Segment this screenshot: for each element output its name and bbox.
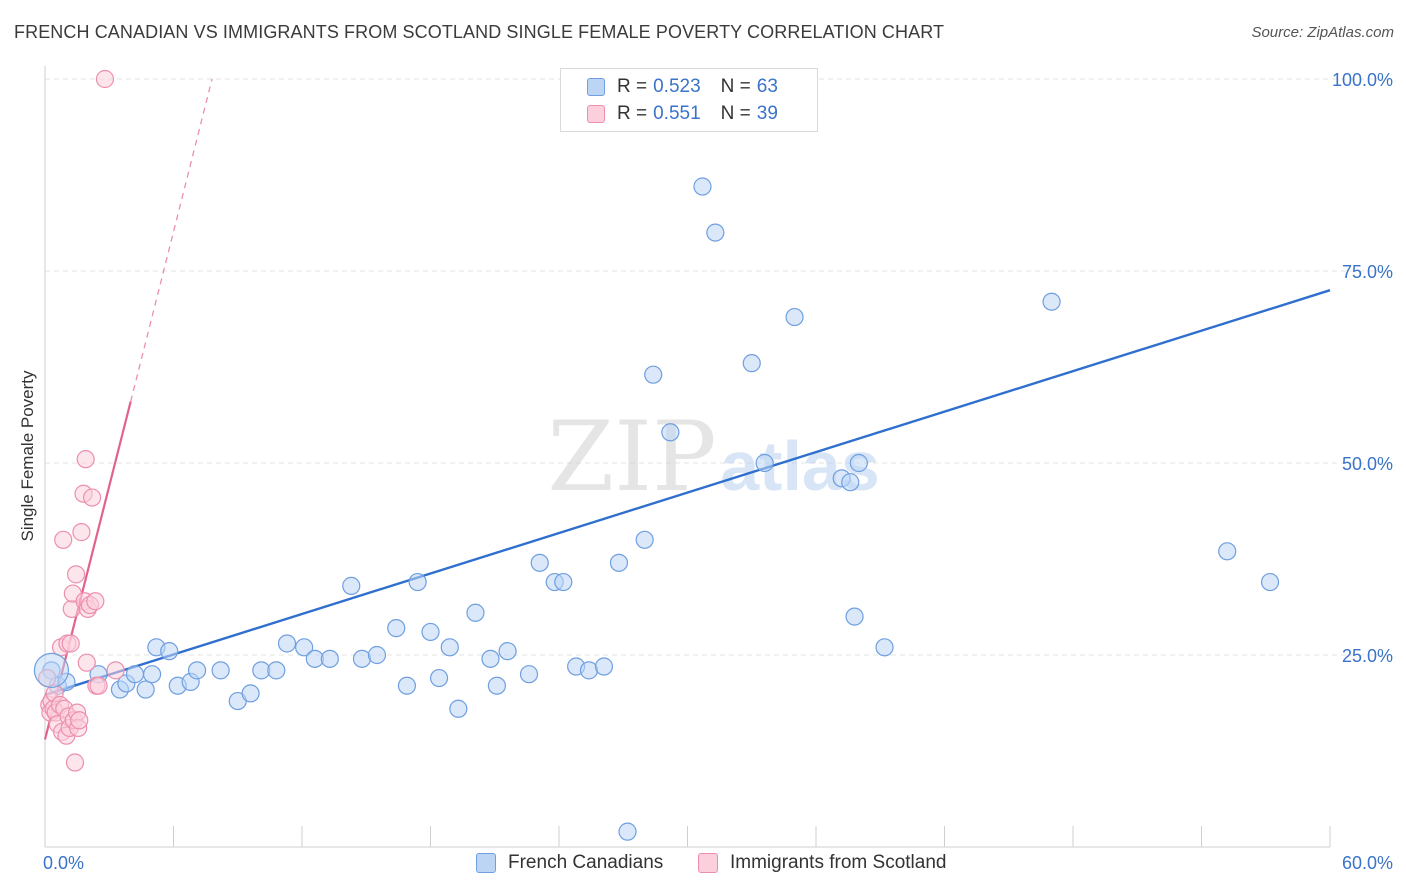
data-point-scotland — [86, 592, 105, 611]
data-point-french-canadians — [618, 822, 637, 841]
bottom-legend: French Canadians Immigrants from Scotlan… — [0, 852, 1406, 878]
data-point-french-canadians — [481, 649, 500, 668]
trend-line-french-canadians — [44, 289, 1331, 697]
data-point-french-canadians — [136, 680, 155, 699]
y-tick-label: 50.0% — [1342, 454, 1393, 474]
data-point-french-canadians — [421, 622, 440, 642]
legend-row-scotland: R = 0.551 N = 39 — [587, 102, 778, 126]
bottom-legend-scotland[interactable]: Immigrants from Scotland — [698, 852, 946, 874]
data-point-french-canadians — [277, 634, 297, 653]
y-tick-label: 100.0% — [1332, 70, 1393, 90]
data-point-scotland — [89, 676, 108, 695]
data-point-french-canadians — [554, 572, 573, 592]
bottom-legend-label: Immigrants from Scotland — [730, 852, 947, 873]
data-point-french-canadians — [875, 638, 894, 657]
data-point-french-canadians — [160, 642, 179, 661]
source-label: Source: ZipAtlas.com — [1251, 24, 1394, 41]
data-point-french-canadians — [1042, 292, 1061, 311]
data-point-scotland — [66, 565, 86, 584]
data-point-french-canadians — [519, 665, 539, 684]
data-point-french-canadians — [661, 423, 680, 442]
data-point-french-canadians — [742, 354, 761, 373]
y-tick-label: 75.0% — [1342, 262, 1393, 282]
legend-row-french-canadians: R = 0.523 N = 63 — [587, 75, 778, 99]
data-point-french-canadians — [33, 652, 70, 688]
bottom-legend-swatch-blue — [476, 853, 496, 873]
data-point-scotland — [70, 711, 89, 730]
data-point-french-canadians — [849, 453, 868, 473]
legend-swatch-pink — [587, 105, 605, 123]
legend-r-label: R = — [617, 76, 648, 97]
data-point-french-canadians — [609, 553, 629, 572]
x-tick-label: 60.0% — [1342, 853, 1393, 873]
data-point-french-canadians — [211, 661, 230, 680]
data-point-scotland — [106, 661, 125, 680]
data-point-scotland — [77, 653, 96, 672]
data-point-french-canadians — [594, 657, 614, 676]
y-tick-label: 25.0% — [1342, 646, 1393, 666]
legend-n-label: N = — [720, 76, 751, 97]
data-point-french-canadians — [125, 665, 145, 684]
data-point-scotland — [65, 753, 85, 772]
data-point-french-canadians — [320, 649, 339, 668]
data-point-french-canadians — [267, 661, 286, 680]
data-point-french-canadians — [342, 576, 361, 595]
legend-swatch-blue — [587, 78, 605, 96]
x-tick-label: 0.0% — [43, 853, 84, 873]
watermark-zip: ZIP — [547, 401, 716, 513]
watermark: ZIP atlas — [547, 401, 879, 513]
legend-n-value: 39 — [756, 103, 778, 124]
data-point-scotland — [95, 69, 115, 89]
data-point-french-canadians — [841, 473, 860, 492]
data-point-scotland — [54, 530, 73, 549]
legend-box: R = 0.523 N = 63 R = 0.551 N = 39 — [560, 68, 818, 132]
legend-r-label: R = — [617, 103, 648, 124]
data-point-french-canadians — [1260, 572, 1280, 592]
trend-line-scotland-extension — [130, 78, 213, 402]
data-point-french-canadians — [187, 661, 207, 680]
data-point-french-canadians — [693, 177, 712, 196]
data-point-french-canadians — [579, 661, 599, 680]
legend-r-value: 0.523 — [653, 76, 701, 97]
data-point-scotland — [83, 488, 102, 507]
data-point-french-canadians — [295, 638, 314, 657]
data-point-french-canadians — [449, 699, 468, 718]
data-point-french-canadians — [706, 223, 725, 242]
data-point-french-canadians — [397, 676, 417, 695]
legend-r-value: 0.551 — [653, 103, 701, 124]
legend-n-value: 63 — [756, 76, 778, 97]
bottom-legend-french-canadians[interactable]: French Canadians — [476, 852, 663, 874]
data-point-french-canadians — [498, 642, 517, 661]
data-point-french-canadians — [466, 603, 485, 622]
chart-title: FRENCH CANADIAN VS IMMIGRANTS FROM SCOTL… — [14, 22, 945, 42]
data-point-french-canadians — [530, 553, 549, 572]
data-point-french-canadians — [367, 645, 387, 665]
data-point-french-canadians — [755, 453, 774, 473]
data-point-french-canadians — [635, 530, 654, 549]
data-point-french-canadians — [644, 365, 663, 384]
data-point-french-canadians — [352, 649, 372, 668]
data-point-french-canadians — [408, 572, 427, 592]
data-point-french-canadians — [241, 684, 260, 703]
data-point-scotland — [72, 523, 91, 542]
data-points — [33, 69, 1280, 841]
data-point-french-canadians — [429, 668, 449, 688]
legend-n-label: N = — [720, 103, 751, 124]
data-point-french-canadians — [487, 676, 506, 695]
data-point-french-canadians — [440, 638, 459, 657]
data-point-french-canadians — [142, 665, 162, 684]
data-point-french-canadians — [387, 619, 406, 638]
data-point-french-canadians — [1218, 542, 1237, 561]
y-axis-label: Single Female Poverty — [18, 370, 37, 542]
data-point-scotland — [76, 450, 95, 469]
data-point-french-canadians — [845, 607, 864, 626]
bottom-legend-swatch-pink — [698, 853, 718, 873]
data-point-scotland — [61, 634, 80, 653]
bottom-legend-label: French Canadians — [508, 852, 664, 873]
data-point-french-canadians — [785, 307, 804, 327]
tick-labels: 25.0% 50.0% 75.0% 100.0% 0.0% 60.0% — [43, 70, 1393, 873]
grid-lines — [45, 78, 1395, 656]
